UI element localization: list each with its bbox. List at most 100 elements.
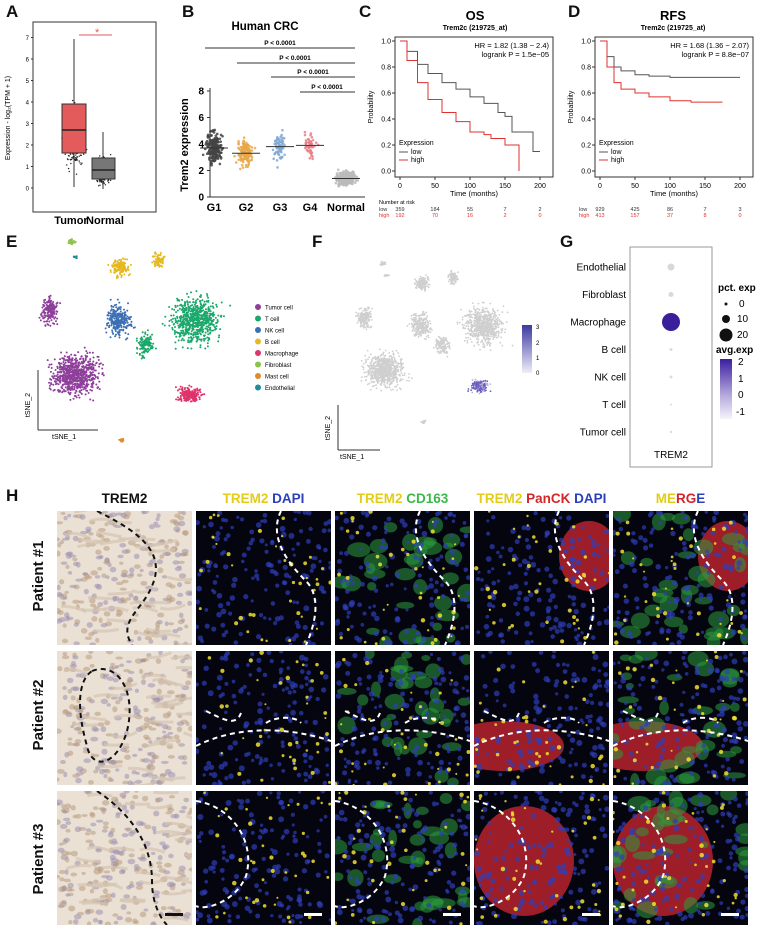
header-dapi: DAPI: [272, 491, 305, 506]
panel-b-label: B: [182, 2, 195, 21]
km-ytick: 0.6: [381, 91, 391, 98]
panel-b-title: Human CRC: [231, 21, 298, 33]
risk-value: 2: [503, 213, 506, 219]
panel-d-hr: HR = 1.68 (1.36 − 2.07): [670, 41, 749, 50]
scale-bar: [721, 913, 739, 916]
panel-g-dot: [668, 292, 674, 297]
panel-a-xtick-normal: Normal: [86, 215, 124, 225]
panel-f-label: F: [312, 232, 323, 251]
km-xtick: 150: [499, 183, 511, 190]
panel-e-clusters: [38, 238, 232, 443]
legend-item: B cell: [265, 340, 280, 346]
micrograph-p1-c5: [613, 511, 748, 645]
panel-d-title: RFS: [660, 8, 686, 23]
panel-a-label: A: [6, 2, 19, 21]
micrograph-p1-c4: [474, 511, 609, 645]
panel-a-boxplot: 0 1 2 3 4 5 6 7 * Expression - log₂(TPM + 1) Tu…: [5, 21, 157, 225]
km-ytick: 0.4: [581, 117, 591, 124]
micrograph-p3-c1: [57, 791, 192, 925]
legend-swatch: [255, 361, 261, 368]
risk-value: 413: [595, 213, 604, 219]
panel-c-label: C: [359, 2, 372, 21]
panel-g-dot: [662, 313, 680, 331]
panel-e-ylabel: tSNE_2: [25, 393, 32, 417]
scale-bar: [165, 913, 183, 916]
panel-a-ytick: 2: [26, 144, 30, 150]
panel-g-label: G: [560, 232, 574, 251]
panel-b-xtick-g4: G4: [303, 202, 319, 214]
header-panck: PanCK: [526, 491, 571, 506]
panel-b-dotplot: Human CRC Trem2 expression 0 2 4 6 8 P < 0.0…: [179, 21, 365, 214]
legend-swatch: [255, 327, 261, 333]
panel-g-row-label: Macrophage: [570, 318, 626, 329]
panel-d-legend-high: high: [611, 157, 624, 164]
panel-c-hr: HR = 1.82 (1.38 − 2.4): [474, 41, 549, 50]
panel-b-p4: P < 0.0001: [311, 84, 343, 91]
panel-g-row-label: Endothelial: [577, 263, 626, 274]
legend-swatch: [255, 350, 261, 356]
panel-g-avg-title: avg.exp: [716, 345, 753, 356]
micrograph-p1-c1: [57, 511, 192, 645]
km-ytick: 0.8: [381, 65, 391, 72]
micrograph-p3-c3: [335, 791, 470, 925]
panel-g-pct-20: 20: [737, 330, 749, 341]
panel-c-frame: [394, 36, 554, 178]
km-ytick: 0.0: [581, 169, 591, 176]
legend-swatch: [255, 338, 261, 345]
panel-b-ytick: 4: [198, 140, 204, 151]
micrograph-p3-c2: [196, 791, 331, 925]
micrograph-p2-c2: [196, 651, 331, 785]
legend-item: Endothelial: [265, 386, 295, 392]
panel-f-scale-3: 3: [536, 325, 540, 331]
panel-c-axes: 0.0 0.2 0.4 0.6 0.8 1.0 0 50 100 150 200: [381, 39, 546, 191]
panel-a-ytick: 1: [26, 165, 30, 171]
risk-value: 3: [738, 207, 741, 213]
panel-c-legend-title: Expression: [399, 140, 434, 147]
risk-value: 157: [630, 213, 639, 219]
panel-e-tsne: tSNE_2 tSNE_1 Tumor cell T cell NK cell B c…: [25, 238, 299, 443]
legend-swatch: [255, 384, 261, 391]
panel-a-normal-box: [91, 157, 116, 180]
panel-a-xtick-tumor: Tumor: [54, 215, 88, 225]
panel-e-xlabel: tSNE_1: [52, 434, 76, 441]
panel-c-curve-high: [400, 40, 520, 171]
panel-h-header-col1: TREM2: [57, 491, 192, 511]
panel-b-xtick-normal: Normal: [327, 202, 365, 214]
risk-value: 16: [467, 213, 473, 219]
panel-d-subtitle: Trem2c (219725_at): [641, 25, 706, 32]
panel-c-legend-low: low: [411, 149, 422, 156]
legend-swatch: [255, 373, 261, 379]
panel-g-row-label: Tumor cell: [580, 428, 626, 439]
risk-row-label: low: [379, 207, 387, 213]
km-xtick: 200: [734, 183, 746, 190]
panel-b-ytick: 8: [198, 87, 204, 98]
panel-g-xlabel: TREM2: [654, 450, 688, 461]
panel-d-risk-table: low 929 425 86 7 3 high 413 157 37 8 0: [579, 207, 742, 219]
panel-f-tsne: 3 2 1 0 tSNE_2 tSNE_1: [325, 260, 540, 461]
header-trem2-yellow-3: TREM2: [476, 491, 523, 506]
panel-g-row-label: NK cell: [594, 373, 626, 384]
panel-a-y-axis: 0 1 2 3 4 5 6 7: [26, 36, 33, 193]
panel-a-ytick: 4: [26, 101, 30, 107]
legend-item: NK cell: [265, 329, 284, 335]
panel-g-row-label: Fibroblast: [582, 290, 626, 301]
panel-a-ytick: 0: [26, 187, 30, 193]
panel-g-pct-dot-10: [722, 315, 730, 323]
header-dapi-2: DAPI: [574, 491, 607, 506]
risk-row-label: low: [579, 207, 587, 213]
km-ytick: 0.0: [381, 169, 391, 176]
panel-d-legend-title: Expression: [599, 140, 634, 147]
panel-g-dot: [669, 348, 673, 351]
panel-c-logrank: logrank P = 1.5e−05: [482, 50, 549, 59]
header-trem2: TREM2: [101, 491, 148, 506]
panel-c-ylabel: Probability: [368, 90, 375, 123]
panel-f-xlabel: tSNE_1: [340, 454, 364, 461]
panel-d-km: RFS Trem2c (219725_at) HR = 1.68 (1.36 −…: [568, 8, 754, 219]
risk-value: 929: [595, 207, 604, 213]
panel-d-legend-low: low: [611, 149, 622, 156]
legend-item: T cell: [265, 317, 279, 323]
panel-g-avg-neg1: -1: [736, 407, 745, 418]
risk-value: 0: [538, 213, 541, 219]
km-xtick: 150: [699, 183, 711, 190]
